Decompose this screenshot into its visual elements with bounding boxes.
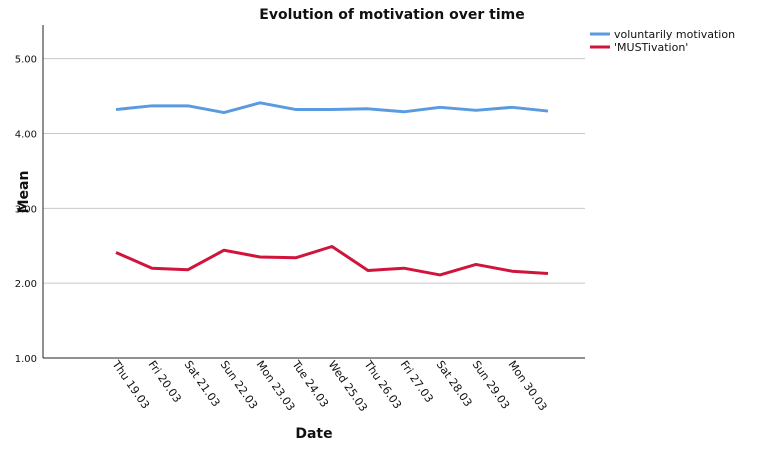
legend-label: voluntarily motivation xyxy=(614,28,735,41)
y-axis-label: Mean xyxy=(16,171,32,214)
chart-title: Evolution of motivation over time xyxy=(259,7,524,23)
y-tick-label: 4.00 xyxy=(15,130,37,141)
x-tick-label: Sat 28.03 xyxy=(434,358,475,409)
y-tick-label: 2.00 xyxy=(15,279,37,290)
y-tick-label: 5.00 xyxy=(15,55,37,66)
x-tick-label: Fri 27.03 xyxy=(398,358,436,405)
legend-label: 'MUSTivation' xyxy=(614,41,688,54)
x-tick-label: Fri 20.03 xyxy=(146,358,184,405)
series-line xyxy=(115,101,549,115)
x-axis-label: Date xyxy=(295,426,332,442)
y-tick-label: 3.00 xyxy=(15,204,37,215)
x-tick-label: Mon 30.03 xyxy=(506,358,550,413)
series-line xyxy=(115,245,549,277)
x-tick-label: Sun 22.03 xyxy=(218,358,261,411)
x-tick-label: Sat 21.03 xyxy=(182,358,223,409)
x-tick-label: Sun 29.03 xyxy=(470,358,513,411)
y-tick-label: 1.00 xyxy=(15,354,37,365)
